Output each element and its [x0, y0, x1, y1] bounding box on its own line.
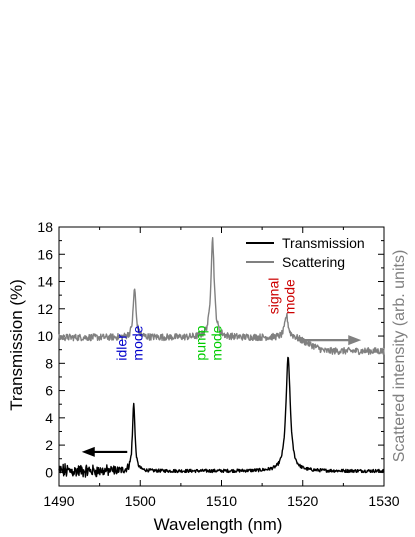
y-tick-label: 18	[37, 219, 53, 235]
y-tick-label: 14	[37, 274, 53, 290]
annotation-label: idler	[114, 334, 130, 361]
legend-entry: Transmission	[282, 235, 365, 251]
axis-arrow-head	[348, 335, 362, 346]
y-tick-label: 8	[45, 355, 53, 371]
x-tick-label: 1520	[287, 493, 318, 509]
y-axis-label: Transmission (%)	[7, 279, 26, 411]
plot-area: 1490 1500 1510 1520 1530 0 2 4 6 8 10 12 14 16 18 idler…	[37, 219, 399, 509]
x-tick-label: 1510	[206, 493, 237, 509]
y-tick-label: 0	[45, 464, 53, 480]
y-tick-label: 12	[37, 301, 53, 317]
legend-entry: Scattering	[282, 254, 345, 270]
annotation-label: pump	[192, 325, 208, 360]
y-tick-label: 4	[45, 410, 53, 426]
y-tick-label: 16	[37, 246, 53, 262]
y-tick-label: 2	[45, 437, 53, 453]
x-tick-label: 1500	[125, 493, 156, 509]
x-tick-label: 1530	[368, 493, 399, 509]
series-line-transmission	[58, 356, 385, 478]
annotation-label: signal	[266, 278, 282, 315]
annotation-label: mode	[130, 325, 146, 360]
x-tick-label: 1490	[43, 493, 74, 509]
series-line-scattering	[58, 237, 385, 356]
y-tick-label: 10	[37, 328, 53, 344]
y-tick-label: 6	[45, 383, 53, 399]
annotation-label: mode	[282, 279, 298, 314]
x-axis-label: Wavelength (nm)	[154, 515, 283, 534]
annotation-label: mode	[208, 325, 224, 360]
y2-axis-label: Scattered intensity (arb. units)	[391, 250, 408, 463]
axis-arrow-head	[81, 446, 95, 457]
